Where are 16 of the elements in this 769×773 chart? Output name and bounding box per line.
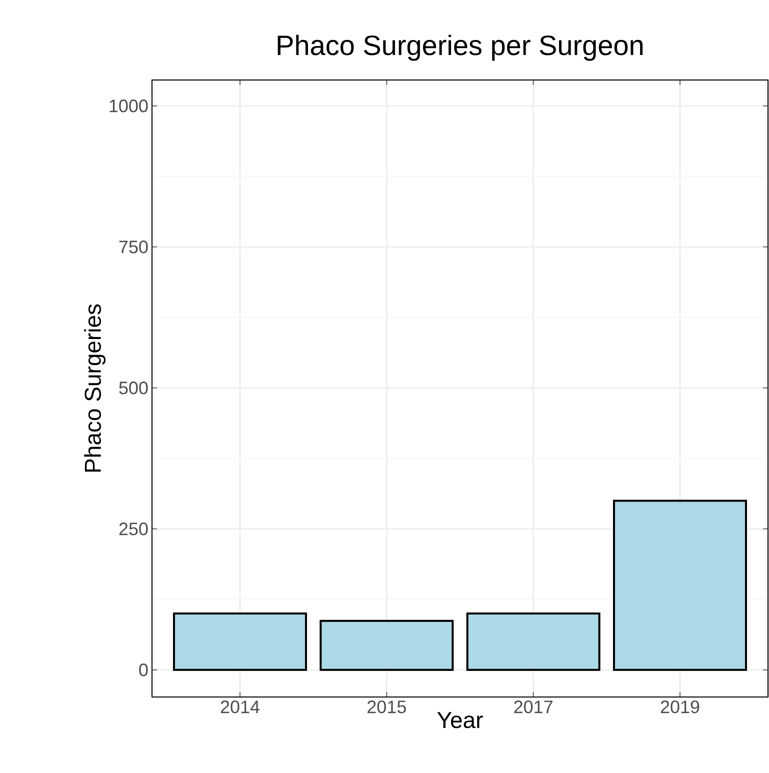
y-tick-label: 1000 (110, 100, 148, 112)
x-tick-label: 2017 (514, 700, 552, 714)
y-axis-title: Phaco Surgeries (84, 304, 106, 472)
y-tick-label: 0 (139, 664, 148, 676)
y-tick-label: 750 (119, 240, 148, 254)
bar (320, 620, 454, 671)
x-tick-label: 2019 (660, 700, 700, 714)
y-tick-label: 250 (119, 522, 148, 536)
bar (613, 500, 748, 671)
x-axis-title: Year (437, 712, 483, 728)
bar (466, 612, 600, 671)
x-tick-label: 2014 (220, 700, 260, 714)
x-tick-label: 2015 (368, 700, 406, 714)
y-tick-label: 500 (119, 382, 148, 394)
bar (173, 612, 307, 671)
chart-title: Phaco Surgeries per Surgeon (278, 34, 643, 61)
